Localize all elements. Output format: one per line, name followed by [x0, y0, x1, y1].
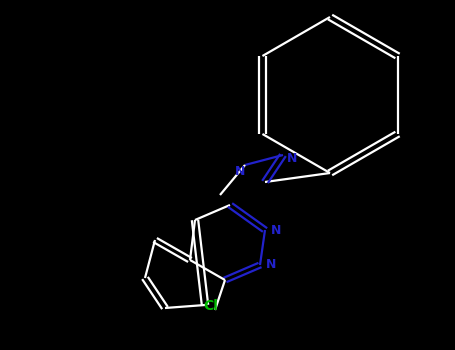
Text: N: N	[287, 152, 297, 165]
Text: N: N	[271, 224, 282, 237]
Text: N: N	[235, 165, 246, 178]
Text: Cl: Cl	[203, 300, 218, 314]
Text: N: N	[266, 259, 277, 272]
